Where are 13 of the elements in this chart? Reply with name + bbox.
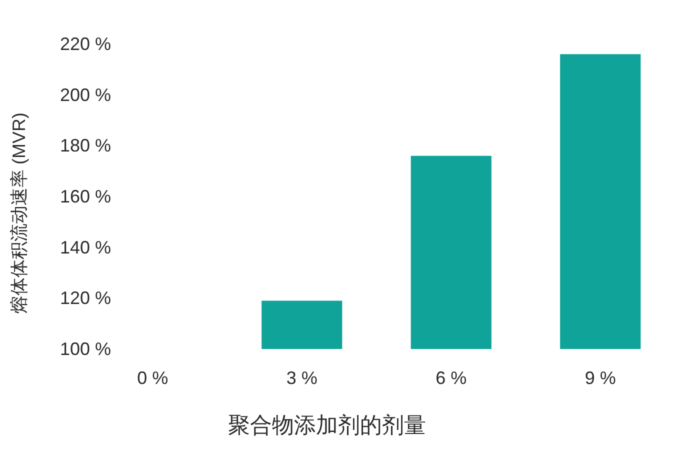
x-tick-label: 0 % [137, 368, 168, 388]
y-tick-label: 220 % [60, 34, 111, 54]
y-tick-label: 100 % [60, 339, 111, 359]
y-tick-label: 200 % [60, 84, 111, 105]
y-tick-label: 160 % [60, 186, 111, 206]
y-axis-title: 熔体体积流动速率 (MVR) [9, 112, 29, 314]
x-tick-label: 6 % [436, 368, 467, 388]
y-tick-label: 120 % [60, 288, 111, 308]
y-tick-label: 140 % [60, 237, 111, 258]
x-tick-label: 3 % [286, 368, 318, 388]
y-tick-label: 180 % [60, 136, 111, 156]
x-tick-label: 9 % [584, 368, 616, 388]
x-axis-title: 聚合物添加剂的剂量 [228, 412, 426, 438]
